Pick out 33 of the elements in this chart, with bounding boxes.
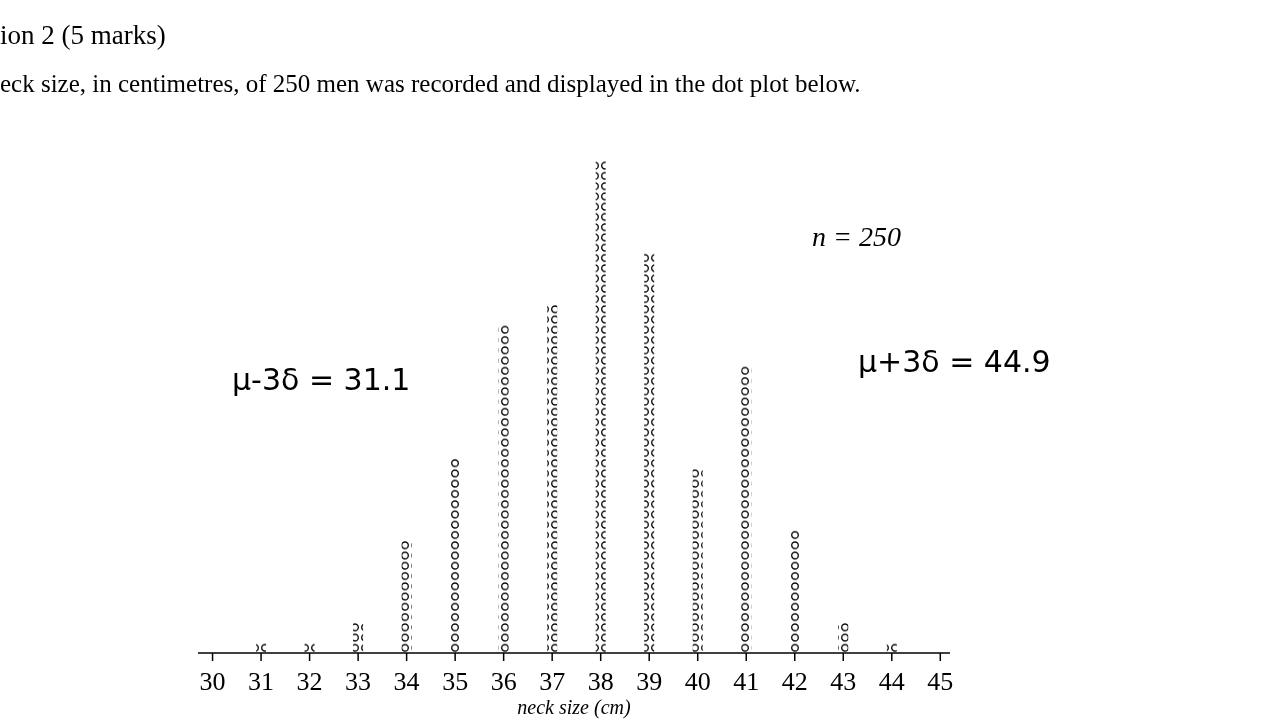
- bar: [353, 622, 364, 653]
- x-tick-label: 35: [442, 667, 469, 696]
- bar: [789, 529, 800, 653]
- bar: [450, 457, 461, 653]
- bar: [498, 324, 509, 653]
- x-tick-label: 40: [684, 667, 711, 696]
- x-axis-title: neck size (cm): [517, 696, 631, 719]
- bar: [595, 160, 606, 653]
- x-tick-label: 30: [199, 667, 226, 696]
- x-tick-label: 33: [345, 667, 372, 696]
- x-tick-label: 32: [296, 667, 323, 696]
- annotation: μ+3δ = 44.9: [858, 344, 1051, 379]
- bar: [692, 468, 703, 653]
- x-tick-label: 42: [781, 667, 808, 696]
- bar: [401, 540, 412, 653]
- chart-subtitle: eck size, in centimetres, of 250 men was recorded and displayed in the dot plot below.: [0, 70, 861, 97]
- bar: [547, 304, 558, 653]
- bar: [644, 252, 655, 653]
- x-tick-label: 36: [490, 667, 517, 696]
- chart-title: ion 2 (5 marks): [0, 20, 166, 50]
- x-tick-label: 31: [248, 667, 275, 696]
- x-tick-label: 45: [927, 667, 954, 696]
- bar: [741, 365, 752, 653]
- x-tick-label: 37: [539, 667, 566, 696]
- x-tick-label: 39: [636, 667, 663, 696]
- x-tick-label: 38: [587, 667, 614, 696]
- x-tick-label: 41: [733, 667, 760, 696]
- x-tick-label: 43: [830, 667, 857, 696]
- x-tick-label: 44: [878, 667, 905, 696]
- annotation: n = 250: [812, 221, 901, 252]
- x-tick-label: 34: [393, 667, 420, 696]
- annotation: μ-3δ = 31.1: [232, 362, 411, 397]
- bar: [838, 622, 849, 653]
